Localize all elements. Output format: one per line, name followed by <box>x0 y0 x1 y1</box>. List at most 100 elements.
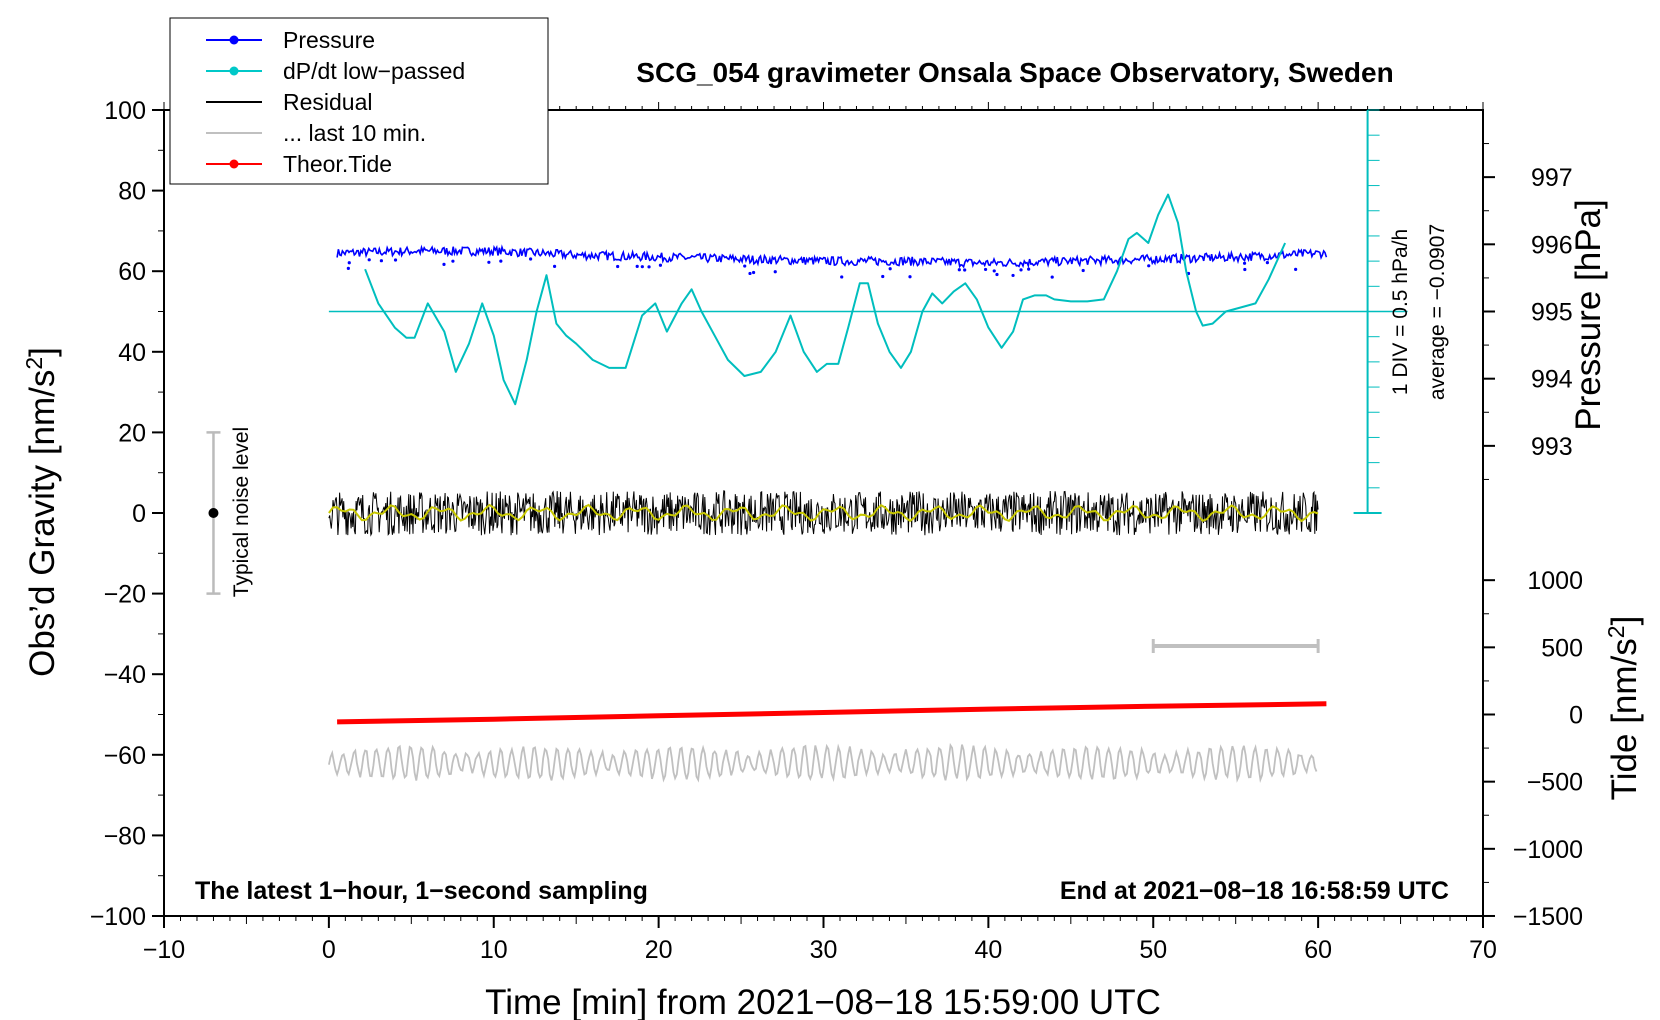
pressure-point <box>367 258 371 262</box>
pressure-point <box>1147 264 1151 268</box>
legend-label-2: Residual <box>283 89 373 115</box>
y-axis-title-main: Obs’d Gravity [nm/s <box>23 370 62 677</box>
x-tick-label-0: −10 <box>143 936 185 964</box>
y-tick-label-2: −60 <box>104 742 146 770</box>
x-tick-label-2: 10 <box>480 936 508 964</box>
y3-axis-title-end: ] <box>1605 616 1644 626</box>
last10-line <box>328 742 1318 784</box>
pressure-point <box>379 259 383 263</box>
pressure-point <box>751 270 756 275</box>
y-tick-label-10: 100 <box>104 97 146 125</box>
pressure-point <box>499 259 503 263</box>
y-tick-label-4: −20 <box>104 581 146 609</box>
y3-tick-label-5: 1000 <box>1527 567 1583 595</box>
pressure-point <box>640 265 644 269</box>
pressure-series <box>336 244 1328 279</box>
pressure-point <box>1011 273 1015 278</box>
y3-tick-label-0: −1500 <box>1513 903 1583 931</box>
pressure-point <box>748 271 752 276</box>
pressure-point <box>963 268 967 272</box>
x-tick-label-7: 60 <box>1304 936 1332 964</box>
y3-tick-label-4: 500 <box>1541 634 1583 662</box>
legend-marker-1 <box>229 66 239 76</box>
pressure-point <box>995 272 999 277</box>
y-tick-label-5: 0 <box>132 500 146 528</box>
y2-tick-label-1: 994 <box>1531 366 1573 394</box>
y2-tick-label-3: 996 <box>1531 231 1573 259</box>
x-tick-label-8: 70 <box>1469 936 1497 964</box>
dpdt-line <box>364 193 1287 406</box>
pressure-point <box>1243 267 1247 272</box>
x-axis-title: Time [min] from 2021−08−18 15:59:00 UTC <box>485 983 1161 1020</box>
noise-level-label: Typical noise level <box>230 427 253 597</box>
x-tick-label-3: 20 <box>645 936 673 964</box>
noise-bar-center-dot <box>208 508 219 518</box>
legend-label-4: Theor.Tide <box>283 151 392 177</box>
residual-smooth-line <box>328 503 1319 523</box>
legend: Pressure dP/dt low−passed Residual ... last… <box>169 17 549 185</box>
pressure-point <box>1242 261 1247 265</box>
residual-line <box>328 490 1319 537</box>
pressure-point <box>616 264 620 269</box>
pressure-point <box>1265 261 1269 265</box>
y-tick-label-0: −100 <box>90 903 146 931</box>
y-tick-label-8: 60 <box>118 258 146 286</box>
y-tick-label-1: −80 <box>104 822 146 850</box>
x-tick-label-1: 0 <box>322 936 336 964</box>
pressure-point <box>1294 267 1298 271</box>
y-tick-label-6: 20 <box>118 419 146 447</box>
pressure-point <box>552 264 557 268</box>
x-axis: −10 0 10 20 30 40 50 60 70 <box>143 102 1497 964</box>
pressure-point <box>1081 268 1085 273</box>
x-tick-label-6: 50 <box>1139 936 1167 964</box>
pressure-point <box>647 265 651 269</box>
y-axis-title-end: ] <box>23 347 62 357</box>
y-tick-label-7: 40 <box>118 339 146 367</box>
pressure-point <box>346 266 350 271</box>
chart-title: SCG_054 gravimeter Onsala Space Observat… <box>636 57 1393 88</box>
pressure-point <box>1027 267 1031 271</box>
y2-tick-label-4: 997 <box>1531 164 1573 192</box>
pressure-point <box>957 268 961 272</box>
y2-tick-label-2: 995 <box>1531 299 1573 327</box>
pressure-point <box>881 274 885 279</box>
pressure-point <box>992 269 996 273</box>
y-axis-pressure: 993 994 995 996 997 <box>1483 143 1573 480</box>
legend-label-0: Pressure <box>283 27 375 53</box>
y-axis-title: Obs’d Gravity [nm/s2] <box>21 347 62 677</box>
pressure-point <box>908 275 912 279</box>
footer-left-note: The latest 1−hour, 1−second sampling <box>195 877 648 905</box>
y3-axis-title-main: Tide [nm/s <box>1605 638 1644 800</box>
footer-right-note: End at 2021−08−18 16:58:59 UTC <box>1060 877 1449 905</box>
pressure-point <box>1019 268 1023 272</box>
pressure-point <box>528 257 533 261</box>
dpdt-average-label: average = −0.0907 <box>1426 224 1449 400</box>
legend-label-3: ... last 10 min. <box>283 120 426 146</box>
pressure-point <box>1050 275 1054 279</box>
tide-line <box>337 701 1327 725</box>
pressure-point <box>743 264 747 268</box>
dpdt-scale-label: 1 DIV = 0.5 hPa/h <box>1389 229 1412 395</box>
pressure-line <box>336 244 1328 269</box>
legend-marker-0 <box>229 35 239 45</box>
pressure-point <box>451 259 455 263</box>
pressure-point <box>442 262 446 266</box>
pressure-point <box>840 275 844 279</box>
y-tick-label-9: 80 <box>118 178 146 206</box>
pressure-point <box>635 264 639 268</box>
y-axis-tide: −1500 −1000 −500 0 500 1000 <box>1483 567 1583 931</box>
pressure-point <box>487 260 491 264</box>
pressure-point <box>393 258 398 262</box>
y3-axis-title: Tide [nm/s2] <box>1603 616 1644 801</box>
pressure-point <box>773 270 777 274</box>
y-axis-gravity: −100 −80 −60 −40 −20 0 20 40 60 80 100 <box>90 97 164 931</box>
pressure-point <box>888 267 892 271</box>
legend-marker-4 <box>229 159 239 169</box>
y2-tick-label-0: 993 <box>1531 433 1573 461</box>
y3-tick-label-3: 0 <box>1569 702 1583 730</box>
y-tick-label-3: −40 <box>104 661 146 689</box>
y3-tick-label-1: −1000 <box>1513 836 1583 864</box>
y-axis-title-sup: 2 <box>21 357 47 370</box>
legend-label-1: dP/dt low−passed <box>283 58 465 84</box>
